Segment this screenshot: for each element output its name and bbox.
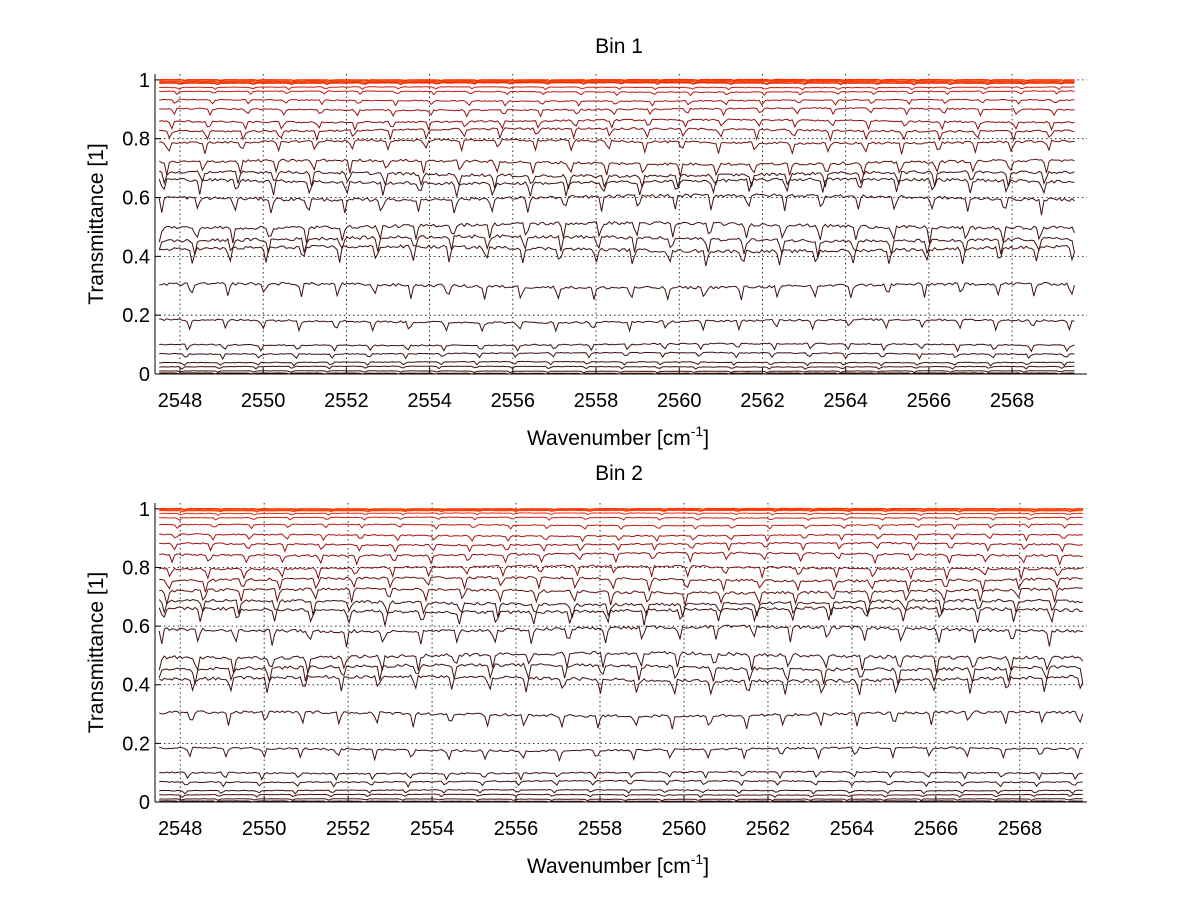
x-axis-label: Wavenumber [cm-1] <box>527 423 709 450</box>
series-line-2 <box>159 509 1083 513</box>
x-tick-label: 2564 <box>823 390 868 412</box>
x-tick-label: 2552 <box>326 818 371 840</box>
y-tick-label: 1 <box>139 70 150 92</box>
x-tick-label: 2566 <box>914 818 959 840</box>
series-line-3 <box>159 81 1075 86</box>
x-tick-label: 2550 <box>242 818 287 840</box>
series-line-8 <box>159 118 1075 132</box>
x-axis-label-suffix: ] <box>703 855 709 878</box>
series-line-5 <box>159 90 1075 97</box>
x-tick-label: 2550 <box>241 390 286 412</box>
series-line-8 <box>159 551 1083 567</box>
series-line-10 <box>159 575 1083 594</box>
series-line-20 <box>159 342 1075 353</box>
y-axis-label: Transmittance [1] <box>85 143 108 304</box>
series-line-19 <box>159 746 1083 763</box>
x-tick-label: 2560 <box>657 390 702 412</box>
x-tick-label: 2556 <box>494 818 539 840</box>
y-tick-label: 0.2 <box>122 305 150 327</box>
series-line-15 <box>158 220 1075 244</box>
series-line-16 <box>158 234 1075 257</box>
series-line-9 <box>159 127 1075 142</box>
y-tick-label: 1 <box>139 499 150 521</box>
x-axis-label-main: Wavenumber [cm <box>527 427 691 450</box>
series-line-19 <box>159 318 1075 333</box>
series-line-11 <box>158 158 1075 177</box>
series-line-15 <box>158 651 1084 674</box>
y-axis-label: Transmittance [1] <box>85 572 108 733</box>
series-line-22 <box>159 788 1083 795</box>
series-line-23 <box>159 365 1075 370</box>
series-line-2 <box>159 80 1075 84</box>
x-tick-label: 2558 <box>574 390 619 412</box>
y-tick-label: 0.4 <box>122 246 150 268</box>
series-line-14 <box>158 624 1083 648</box>
series-line-24 <box>159 370 1075 374</box>
series-line-17 <box>158 674 1084 696</box>
chart-title: Bin 2 <box>595 462 643 485</box>
series-line-24 <box>159 798 1083 802</box>
x-axis-label-superscript: -1 <box>691 423 704 439</box>
series-line-14 <box>158 193 1075 216</box>
y-tick-label: 0.2 <box>122 733 150 755</box>
series-line-1 <box>159 507 1083 511</box>
plot-panel-2: 2548 2550 2552 2554 2556 2558 2560 2562 2564 2566… <box>85 462 1087 878</box>
y-tick-label: 0.4 <box>122 675 150 697</box>
x-tick-label: 2560 <box>662 818 707 840</box>
x-tick-label: 2548 <box>158 390 203 412</box>
series-line-25 <box>159 372 1075 375</box>
series-line-4 <box>159 86 1075 91</box>
series-line-17 <box>159 244 1075 267</box>
y-tick-label: 0 <box>139 792 150 814</box>
x-tick-label: 2554 <box>410 818 455 840</box>
series-line-21 <box>159 779 1083 788</box>
x-tick-label: 2558 <box>578 818 623 840</box>
series-line-7 <box>159 107 1075 118</box>
y-tick-label: 0.6 <box>122 616 150 638</box>
x-axis-label-suffix: ] <box>703 427 709 450</box>
series-line-11 <box>159 587 1083 606</box>
series-line-16 <box>158 662 1084 686</box>
plot-panel-1: 2548 2550 2552 2554 2556 2558 2560 2562 2564 2566… <box>85 35 1087 450</box>
series-line-4 <box>159 516 1083 522</box>
x-tick-label: 2568 <box>998 818 1043 840</box>
series-line-5 <box>159 523 1083 531</box>
y-tick-label: 0.8 <box>122 557 150 579</box>
x-tick-label: 2568 <box>990 390 1035 412</box>
x-tick-label: 2554 <box>407 390 452 412</box>
x-axis-label-superscript: -1 <box>691 851 704 867</box>
series-line-13 <box>158 605 1083 626</box>
series-line-18 <box>159 281 1075 302</box>
series-line-10 <box>159 138 1075 156</box>
y-tick-label: 0 <box>139 364 150 386</box>
series-line-6 <box>159 98 1075 107</box>
series-line-9 <box>159 564 1083 581</box>
series-line-20 <box>159 770 1083 782</box>
y-tick-label: 0.8 <box>122 129 150 151</box>
series-line-3 <box>159 512 1083 516</box>
series-line-13 <box>158 177 1075 197</box>
series-line-1 <box>159 78 1075 82</box>
x-tick-label: 2552 <box>324 390 369 412</box>
x-axis-label-main: Wavenumber [cm <box>527 855 691 878</box>
chart-title: Bin 1 <box>595 35 643 58</box>
series-line-22 <box>159 360 1075 367</box>
series-line-23 <box>159 793 1083 799</box>
series-line-6 <box>159 533 1083 543</box>
x-axis-label: Wavenumber [cm-1] <box>527 851 709 878</box>
x-tick-label: 2562 <box>746 818 791 840</box>
series-line-21 <box>159 351 1075 361</box>
x-tick-label: 2566 <box>907 390 952 412</box>
series-line-7 <box>159 541 1083 554</box>
x-tick-label: 2548 <box>158 818 203 840</box>
series-line-25 <box>159 800 1083 803</box>
x-tick-label: 2562 <box>740 390 785 412</box>
series-line-18 <box>159 710 1084 730</box>
x-tick-label: 2564 <box>830 818 875 840</box>
y-tick-label: 0.6 <box>122 188 150 210</box>
x-tick-label: 2556 <box>491 390 536 412</box>
